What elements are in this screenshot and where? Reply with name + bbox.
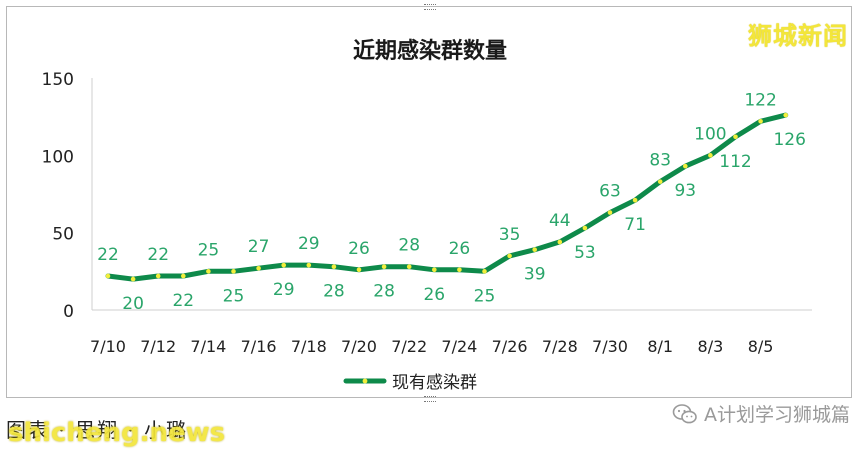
legend: 现有感染群 — [343, 373, 477, 393]
x-tick-label: 7/26 — [492, 337, 528, 356]
chart-credit: 图表 · 思翔 · 小璐 — [6, 418, 189, 442]
data-label: 39 — [524, 265, 546, 285]
data-label: 100 — [694, 124, 726, 144]
data-point — [607, 210, 613, 215]
data-label: 26 — [348, 239, 370, 259]
data-label: 93 — [674, 181, 696, 201]
wechat-account-name: A计划学习狮城篇 — [704, 404, 850, 426]
data-label: 26 — [423, 285, 445, 305]
data-label: 28 — [323, 282, 345, 302]
data-label: 122 — [744, 90, 776, 110]
resize-handle-top[interactable] — [424, 4, 436, 10]
data-point — [632, 197, 638, 203]
y-tick-label: 150 — [42, 70, 74, 90]
data-point — [507, 253, 512, 259]
data-point — [105, 273, 111, 279]
data-label: 53 — [574, 243, 596, 263]
data-point — [733, 134, 738, 140]
data-point — [758, 119, 763, 124]
data-label: 44 — [549, 211, 571, 231]
wechat-account[interactable]: A计划学习狮城篇 — [672, 400, 850, 427]
data-label: 63 — [599, 182, 621, 202]
data-label: 28 — [398, 236, 420, 256]
data-point — [181, 273, 186, 279]
x-tick-label: 7/14 — [190, 337, 226, 356]
data-label: 25 — [198, 240, 220, 260]
x-tick-label: 8/1 — [647, 337, 673, 356]
data-point — [657, 179, 663, 184]
chart-frame — [6, 6, 852, 398]
data-label: 25 — [474, 286, 496, 306]
x-tick-label: 7/12 — [140, 337, 176, 356]
data-label: 112 — [719, 152, 751, 172]
data-point — [532, 247, 537, 252]
resize-handle-bottom[interactable] — [424, 396, 436, 402]
data-label: 28 — [373, 282, 395, 302]
data-label: 35 — [499, 225, 521, 245]
data-point — [381, 264, 387, 269]
legend-marker — [362, 378, 368, 384]
data-point — [256, 265, 261, 271]
data-label: 22 — [172, 291, 194, 311]
data-point — [557, 239, 563, 245]
data-point — [281, 262, 287, 268]
data-point — [482, 269, 487, 274]
x-tick-label: 7/30 — [592, 337, 628, 356]
data-label: 126 — [773, 130, 805, 150]
x-tick-label: 7/10 — [90, 337, 126, 356]
data-point — [708, 153, 713, 158]
data-point — [155, 273, 161, 279]
x-tick-label: 7/22 — [391, 337, 427, 356]
data-point — [130, 276, 136, 282]
data-point — [582, 225, 588, 231]
data-point — [783, 112, 788, 118]
watermark-top: 狮城新闻 — [748, 22, 848, 50]
x-tick-label: 7/20 — [341, 337, 377, 356]
data-point — [457, 267, 462, 273]
data-point — [683, 163, 688, 169]
x-tick-label: 7/28 — [542, 337, 578, 356]
data-point — [231, 269, 236, 274]
legend-label: 现有感染群 — [392, 373, 477, 393]
series-line — [105, 112, 789, 282]
y-tick-label: 50 — [52, 225, 74, 245]
data-point — [432, 267, 437, 273]
data-label: 20 — [122, 294, 144, 314]
data-point — [331, 264, 337, 269]
data-label: 27 — [248, 237, 270, 257]
x-tick-label: 8/5 — [748, 337, 774, 356]
y-tick-label: 100 — [42, 147, 74, 167]
data-label: 22 — [97, 245, 119, 265]
data-label: 83 — [649, 151, 671, 171]
x-tick-label: 7/18 — [291, 337, 327, 356]
x-tick-label: 7/16 — [241, 337, 277, 356]
x-tick-label: 7/24 — [441, 337, 477, 356]
data-label: 29 — [298, 234, 320, 254]
data-label: 22 — [147, 245, 169, 265]
data-label: 29 — [273, 280, 295, 300]
data-label: 26 — [449, 239, 471, 259]
y-tick-label: 0 — [63, 302, 74, 322]
chart-title: 近期感染群数量 — [353, 38, 507, 64]
data-point — [356, 267, 362, 273]
data-label: 71 — [624, 215, 646, 235]
data-point — [206, 269, 211, 274]
data-point — [306, 262, 312, 268]
site-watermark: shicheng.news — [8, 418, 226, 448]
wechat-icon — [672, 403, 697, 423]
data-point — [406, 264, 412, 269]
x-tick-label: 8/3 — [698, 337, 724, 356]
data-label: 25 — [223, 286, 245, 306]
